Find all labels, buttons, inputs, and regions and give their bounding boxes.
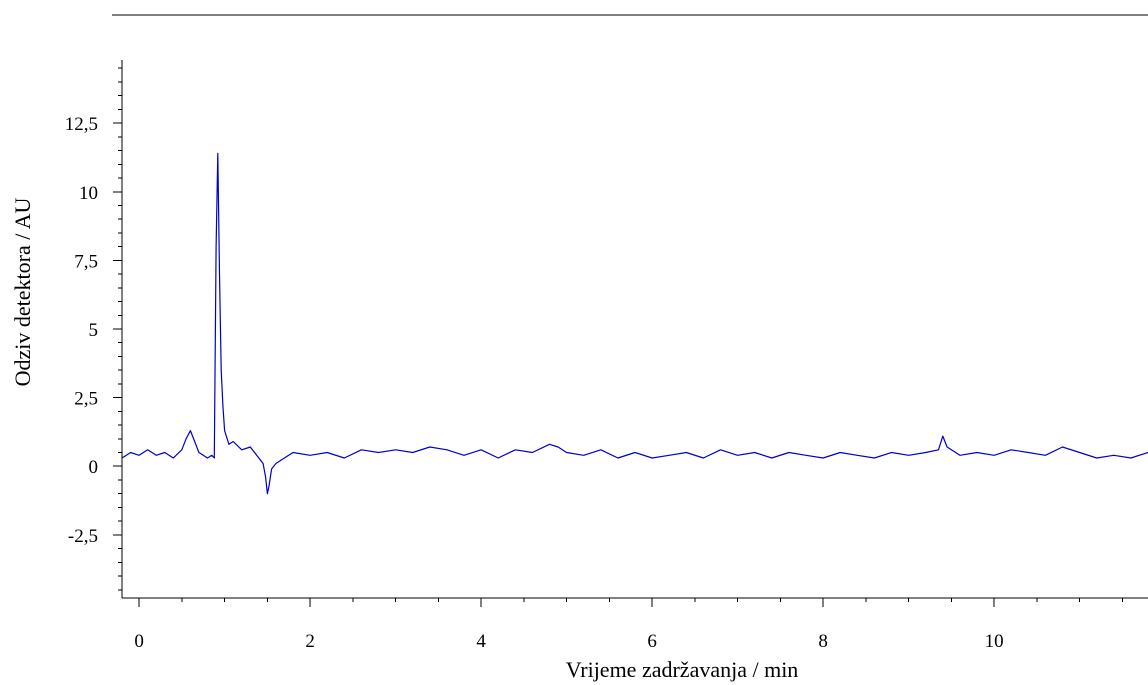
y-tick-label: 10 [79,183,98,204]
y-axis-ticks: -2,5 0 2,5 5 7,5 10 12,5 [65,67,122,591]
x-tick-label: 0 [134,631,144,652]
y-tick-label: 5 [89,320,99,341]
y-tick-label: 0 [89,457,99,478]
y-tick-label: 7,5 [74,251,98,272]
x-axis-title: Vrijeme zadržavanja / min [566,657,799,682]
x-tick-label: 2 [305,631,315,652]
x-tick-label: 10 [985,631,1004,652]
x-tick-label: 4 [476,631,486,652]
y-tick-label: 12,5 [65,114,98,135]
y-tick-label: 2,5 [74,389,98,410]
x-tick-label: 8 [818,631,828,652]
series-line-0 [121,152,1148,495]
series-group [121,152,1148,495]
y-tick-label: -2,5 [68,526,98,547]
x-axis-ticks: 0 2 4 6 8 10 [134,598,1123,652]
x-tick-label: 6 [647,631,657,652]
y-axis-title: Odziv detektora / AU [10,198,35,387]
